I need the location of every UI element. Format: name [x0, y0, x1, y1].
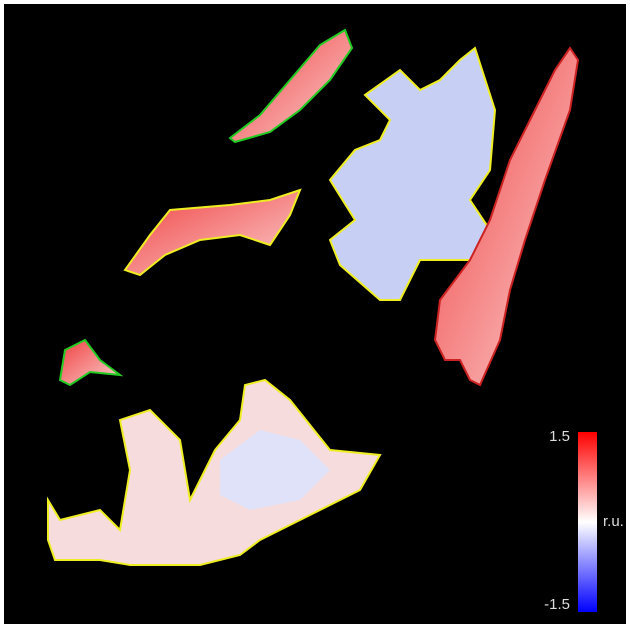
colorbar-unit: r.u. [603, 513, 624, 530]
colorbar-max-label: 1.5 [549, 428, 570, 445]
colorbar-min-label: -1.5 [544, 596, 570, 613]
colorbar [578, 432, 597, 612]
map-figure: 1.5 -1.5 r.u. [0, 0, 630, 628]
